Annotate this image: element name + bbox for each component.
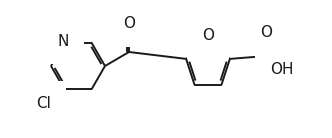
Text: O: O xyxy=(202,29,214,43)
Text: O: O xyxy=(123,17,135,31)
Text: N: N xyxy=(58,34,69,49)
Text: Cl: Cl xyxy=(36,96,51,111)
Text: OH: OH xyxy=(270,62,293,77)
Text: O: O xyxy=(260,25,272,40)
